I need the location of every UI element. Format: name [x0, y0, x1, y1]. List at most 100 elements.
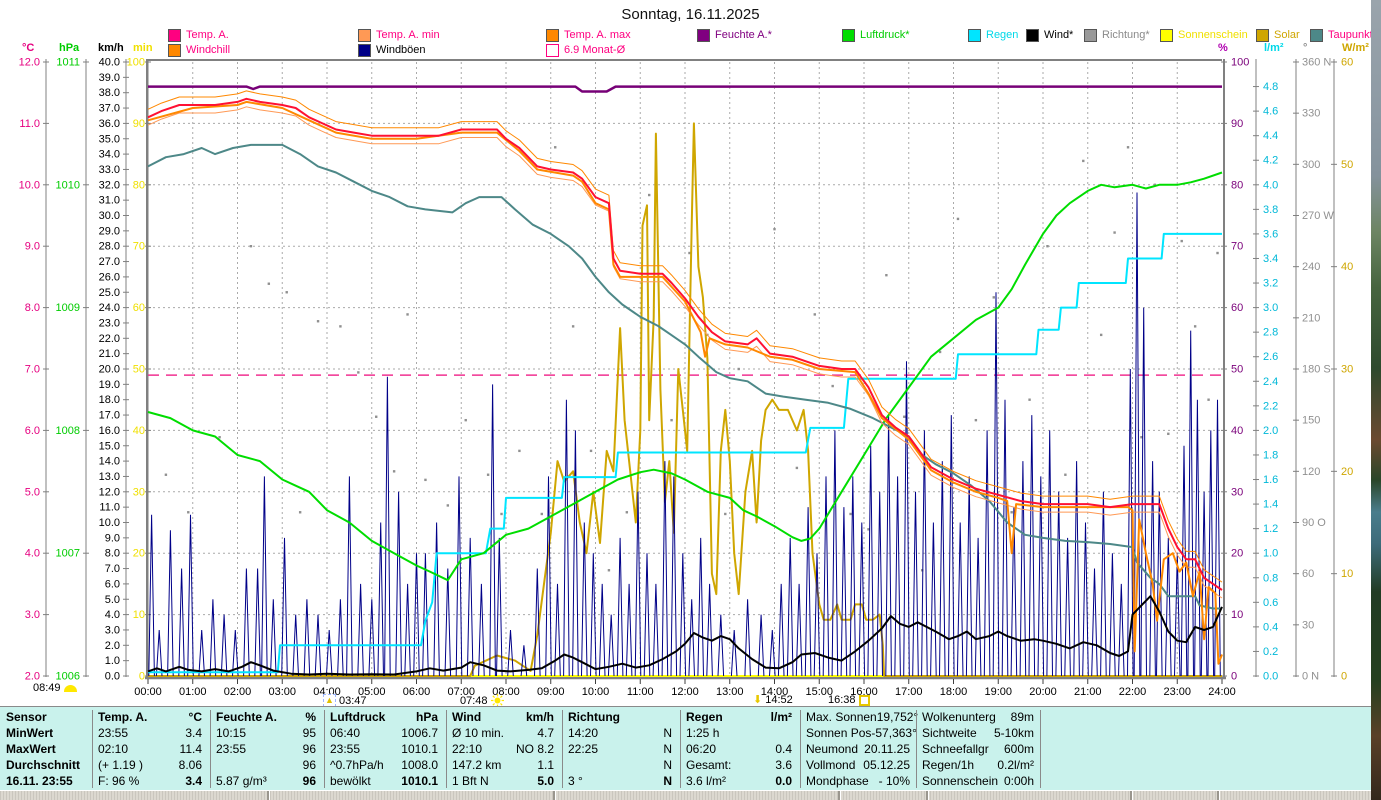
- table-cell: 0.2l/m²: [997, 758, 1034, 772]
- series-taupunkt: [147, 143, 1222, 610]
- svg-text:1007: 1007: [56, 548, 80, 560]
- table-cell: Richtung: [568, 710, 620, 724]
- legend-item-luftdruck[interactable]: Luftdruck*: [842, 28, 910, 42]
- legend-swatch-luftdruck: [842, 28, 855, 42]
- svg-text:60: 60: [1341, 57, 1353, 69]
- legend-item-feuchte-a[interactable]: Feuchte A.*: [697, 28, 772, 42]
- svg-text:30: 30: [1302, 619, 1314, 631]
- svg-text:3.0: 3.0: [1263, 302, 1278, 314]
- bottom-bar-separator[interactable]: [926, 791, 929, 800]
- series-richtung: [670, 418, 673, 422]
- series-richtung: [392, 470, 396, 473]
- series-richtung: [724, 512, 727, 516]
- svg-text:360 N: 360 N: [1302, 57, 1331, 69]
- legend-item-taupunkt[interactable]: Taupunkt: [1310, 28, 1373, 42]
- series-richtung: [187, 511, 190, 514]
- svg-text:28.0: 28.0: [99, 241, 120, 253]
- table-separator: [92, 710, 93, 788]
- svg-text:20: 20: [1231, 548, 1243, 560]
- moonset-marker: 16:38: [828, 694, 870, 706]
- legend-item-temp-a[interactable]: Temp. A.: [168, 28, 229, 42]
- table-cell: MinWert: [6, 726, 54, 740]
- svg-text:17:00: 17:00: [895, 686, 923, 698]
- background-photo-strip: [1371, 0, 1381, 800]
- table-cell: 22:25: [568, 742, 599, 756]
- series-luftdruck: [147, 171, 1223, 582]
- svg-text:07:00: 07:00: [447, 686, 475, 698]
- svg-text:0.0: 0.0: [1263, 671, 1278, 683]
- sunrise-marker: 07:48: [460, 694, 504, 707]
- svg-text:0.8: 0.8: [1263, 572, 1278, 584]
- svg-text:13.0: 13.0: [99, 471, 120, 483]
- series-richtung: [1099, 333, 1103, 337]
- bottom-bar-separator[interactable]: [1217, 791, 1220, 800]
- table-cell: l/m²: [770, 710, 792, 724]
- table-cell: Sonnen Pos: [806, 726, 872, 740]
- legend-item-windchill[interactable]: Windchill: [168, 43, 230, 57]
- moon-time-marker: 08:49: [33, 682, 77, 694]
- svg-text:60: 60: [1302, 568, 1314, 580]
- legend-item-monats-mittel[interactable]: 6.9 Monat-Ø: [546, 43, 625, 57]
- series-richtung: [795, 466, 799, 470]
- series-richtung: [648, 193, 651, 197]
- series-regen: [148, 232, 1222, 674]
- series-richtung: [1180, 239, 1183, 243]
- legend-label-regen: Regen: [986, 29, 1019, 41]
- svg-text:0: 0: [1341, 671, 1347, 683]
- bottom-bar-separator[interactable]: [267, 791, 270, 800]
- table-cell: 600m: [1003, 742, 1034, 756]
- table-cell: 14:20: [568, 726, 599, 740]
- series-richtung: [249, 245, 253, 248]
- svg-text:10.0: 10.0: [99, 517, 120, 529]
- legend-item-windboeen[interactable]: Windböen: [358, 43, 426, 57]
- legend-item-sonnenschein[interactable]: Sonnenschein: [1160, 28, 1248, 42]
- svg-text:21.0: 21.0: [99, 348, 120, 360]
- svg-text:10: 10: [133, 609, 145, 621]
- legend-item-wind[interactable]: Wind*: [1026, 28, 1073, 42]
- table-cell: Sichtweite: [922, 726, 977, 740]
- table-cell: 22:10: [452, 742, 483, 756]
- svg-text:1.8: 1.8: [1263, 449, 1278, 461]
- bottom-bar-separator[interactable]: [1130, 791, 1133, 800]
- legend-item-regen[interactable]: Regen: [968, 28, 1019, 42]
- svg-text:21:00: 21:00: [1074, 686, 1102, 698]
- legend-label-temp-a-min: Temp. A. min: [376, 29, 440, 41]
- legend-item-temp-a-max[interactable]: Temp. A. max: [546, 28, 631, 42]
- table-col-tempa: Temp. A. °C 23:55 3.4 02:10 11.4 (+ 1.19 ) 8.06…: [98, 709, 202, 789]
- table-cell: 3.6: [775, 758, 792, 772]
- table-col-regen: Regen l/m² 1:25 h 06:20 0.4 Gesamt: 3.6 3.6 l/m…: [686, 709, 792, 789]
- legend-item-temp-a-min[interactable]: Temp. A. min: [358, 28, 440, 42]
- weather-chart[interactable]: 2.03.04.05.06.07.08.09.010.011.012.01006…: [0, 0, 1381, 706]
- series-feuchte-a: [148, 85, 1222, 93]
- legend-item-solar[interactable]: Solar: [1256, 28, 1300, 42]
- legend-item-richtung[interactable]: Richtung*: [1084, 28, 1150, 42]
- svg-text:10.0: 10.0: [19, 179, 40, 191]
- table-cell: Wind: [452, 710, 482, 724]
- svg-text:4.4: 4.4: [1263, 130, 1278, 142]
- table-cell: Gesamt:: [686, 758, 732, 772]
- table-cell: 0.4: [775, 742, 792, 756]
- svg-text:12:00: 12:00: [671, 686, 699, 698]
- svg-text:1.4: 1.4: [1263, 499, 1278, 511]
- axis-header-C: °C: [22, 42, 35, 54]
- moonrise-marker: ▲ 03:47: [323, 694, 367, 707]
- legend-swatch-regen: [968, 28, 981, 42]
- series-richtung: [1126, 146, 1130, 149]
- table-cell: Wolkenunterg: [922, 710, 996, 724]
- svg-text:2.0: 2.0: [25, 671, 40, 683]
- series-richtung: [1046, 245, 1049, 248]
- stats-table: Sensor MinWert MaxWert Durchschnitt 16.11. 2…: [0, 706, 1371, 791]
- bottom-scrollbar[interactable]: [0, 790, 1381, 800]
- bottom-bar-separator[interactable]: [553, 791, 556, 800]
- legend-label-luftdruck: Luftdruck*: [860, 29, 910, 41]
- svg-text:80: 80: [133, 179, 145, 191]
- svg-text:20:00: 20:00: [1029, 686, 1057, 698]
- svg-text:35.0: 35.0: [99, 133, 120, 145]
- series-richtung: [885, 273, 888, 277]
- table-cell: Luftdruck: [330, 710, 386, 724]
- table-col-luftdruck: Luftdruck hPa 06:40 1006.7 23:55 1010.1 ^0.7hP…: [330, 709, 438, 789]
- bottom-bar-separator[interactable]: [838, 791, 841, 800]
- table-cell: 10:15: [216, 726, 247, 740]
- table-separator: [210, 710, 211, 788]
